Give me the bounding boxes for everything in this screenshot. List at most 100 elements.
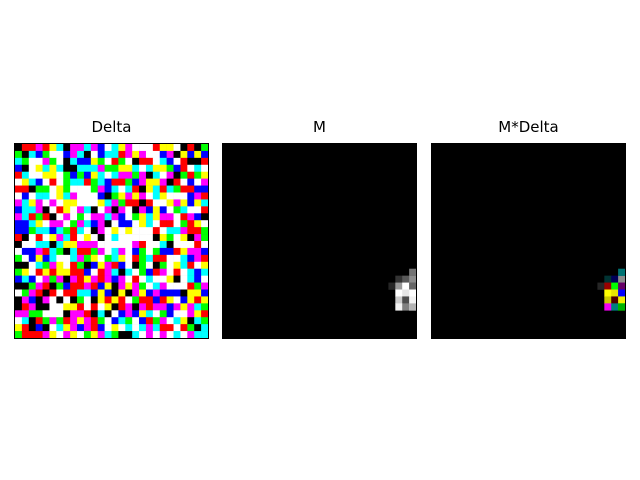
delta-pixel: [166, 150, 174, 159]
delta-pixel: [83, 157, 92, 166]
delta-pixel: [111, 317, 119, 325]
delta-pixel: [104, 144, 112, 152]
delta-pixel: [70, 213, 78, 221]
delta-pixel: [173, 157, 181, 166]
delta-pixel: [118, 275, 126, 283]
delta-pixel: [104, 157, 112, 166]
delta-pixel: [90, 213, 99, 221]
delta-pixel: [77, 206, 85, 214]
delta-pixel: [201, 144, 208, 152]
masked-pixel: [597, 282, 605, 290]
delta-pixel: [152, 144, 161, 152]
delta-pixel: [83, 171, 92, 179]
delta-pixel: [111, 213, 119, 221]
delta-pixel: [77, 310, 85, 318]
delta-pixel: [201, 268, 208, 276]
delta-pixel: [56, 247, 64, 256]
delta-pixel: [49, 220, 57, 228]
delta-pixel: [49, 241, 57, 249]
delta-pixel: [77, 331, 85, 338]
delta-pixel: [201, 310, 208, 318]
delta-pixel: [83, 275, 92, 283]
delta-pixel: [159, 164, 167, 173]
delta-pixel: [90, 247, 99, 256]
delta-pixel: [83, 199, 92, 207]
delta-pixel: [187, 227, 195, 235]
delta-pixel: [194, 317, 202, 325]
delta-pixel: [180, 234, 188, 242]
delta-pixel: [139, 206, 147, 214]
delta-pixel: [125, 150, 133, 159]
delta-pixel: [63, 157, 71, 166]
delta-pixel: [15, 178, 23, 186]
delta-pixel: [83, 234, 92, 242]
delta-pixel: [111, 164, 119, 173]
delta-pixel: [201, 171, 208, 179]
delta-pixel: [15, 227, 23, 235]
delta-pixel-grid: [15, 144, 208, 338]
delta-pixel: [15, 206, 23, 214]
delta-pixel: [70, 317, 78, 325]
delta-pixel: [125, 164, 133, 173]
delta-pixel: [83, 261, 92, 270]
delta-pixel: [187, 275, 195, 283]
delta-pixel: [118, 296, 126, 304]
delta-pixel: [152, 289, 161, 297]
delta-pixel: [42, 185, 50, 193]
delta-pixel: [63, 303, 71, 311]
delta-pixel: [125, 303, 133, 311]
delta-pixel: [194, 192, 202, 200]
delta-pixel: [111, 268, 119, 276]
delta-pixel: [104, 227, 112, 235]
delta-pixel: [90, 192, 99, 200]
delta-pixel: [180, 220, 188, 228]
delta-pixel: [104, 324, 112, 332]
delta-pixel: [139, 164, 147, 173]
delta-pixel: [49, 144, 57, 152]
delta-pixel: [173, 234, 181, 242]
delta-pixel: [83, 150, 92, 159]
delta-pixel: [70, 254, 78, 263]
delta-pixel: [35, 289, 43, 297]
delta-pixel: [28, 296, 36, 304]
delta-pixel: [90, 144, 99, 152]
delta-pixel: [132, 289, 140, 297]
delta-pixel: [90, 220, 99, 228]
delta-pixel: [49, 199, 57, 207]
delta-pixel: [15, 261, 23, 270]
delta-pixel: [145, 206, 154, 214]
delta-pixel: [111, 150, 119, 159]
delta-pixel: [173, 268, 181, 276]
delta-pixel: [180, 261, 188, 270]
delta-pixel: [49, 234, 57, 242]
delta-pixel: [152, 234, 161, 242]
delta-pixel: [21, 317, 30, 325]
delta-pixel: [49, 289, 57, 297]
delta-pixel: [152, 247, 161, 256]
delta-pixel: [118, 324, 126, 332]
delta-pixel: [42, 331, 50, 338]
delta-pixel: [70, 185, 78, 193]
delta-pixel: [187, 206, 195, 214]
delta-pixel: [159, 213, 167, 221]
delta-pixel: [166, 317, 174, 325]
masked-pixel: [611, 289, 619, 297]
delta-pixel: [28, 261, 36, 270]
delta-pixel: [166, 241, 174, 249]
delta-pixel: [70, 247, 78, 256]
delta-pixel: [49, 206, 57, 214]
delta-pixel: [90, 254, 99, 263]
delta-pixel: [125, 199, 133, 207]
delta-pixel: [111, 296, 119, 304]
delta-pixel: [104, 303, 112, 311]
delta-pixel: [90, 296, 99, 304]
delta-pixel: [21, 282, 30, 290]
delta-pixel: [152, 282, 161, 290]
delta-pixel: [145, 303, 154, 311]
delta-pixel: [194, 199, 202, 207]
delta-pixel: [83, 331, 92, 338]
delta-pixel: [77, 171, 85, 179]
delta-pixel: [28, 213, 36, 221]
delta-pixel: [104, 220, 112, 228]
delta-pixel: [173, 289, 181, 297]
